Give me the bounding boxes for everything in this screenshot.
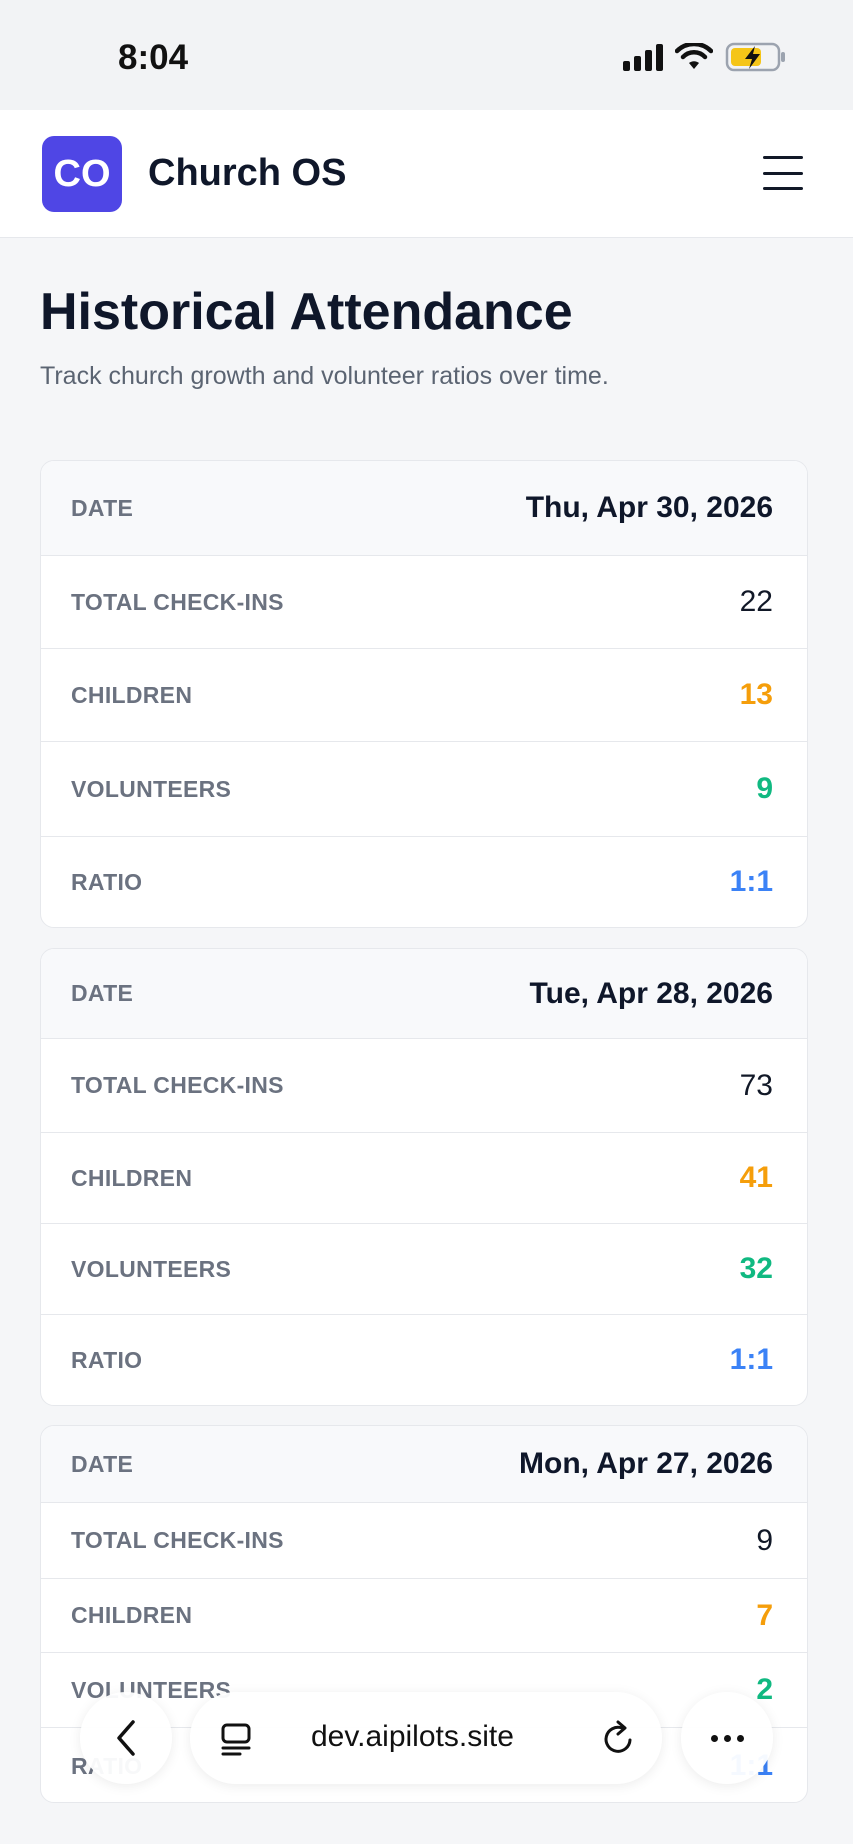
total-row: TOTAL CHECK-INS 73 (41, 1039, 807, 1133)
app-header: CO Church OS (0, 110, 853, 238)
date-label: DATE (71, 980, 134, 1006)
wifi-icon (675, 43, 713, 69)
ratio-label: RATIO (71, 868, 143, 895)
children-label: CHILDREN (71, 1602, 193, 1628)
volunteers-value: 2 (756, 1673, 773, 1706)
volunteers-row: VOLUNTEERS 9 (41, 742, 807, 837)
more-options-button[interactable] (681, 1692, 773, 1784)
total-row: TOTAL CHECK-INS 9 (41, 1503, 807, 1579)
date-row: DATE Thu, Apr 30, 2026 (41, 461, 807, 556)
volunteers-label: VOLUNTEERS (71, 1255, 232, 1282)
total-label: TOTAL CHECK-INS (71, 588, 284, 615)
back-button[interactable] (80, 1692, 172, 1784)
battery-charging-icon (725, 42, 785, 72)
total-label: TOTAL CHECK-INS (71, 1527, 284, 1553)
ratio-label: RATIO (71, 1346, 143, 1373)
children-row: CHILDREN 13 (41, 649, 807, 742)
children-row: CHILDREN 7 (41, 1579, 807, 1653)
date-label: DATE (71, 1450, 134, 1477)
status-time: 8:04 (118, 38, 189, 77)
date-value: Thu, Apr 30, 2026 (525, 491, 773, 524)
total-value: 9 (756, 1523, 773, 1557)
total-row: TOTAL CHECK-INS 22 (41, 556, 807, 649)
attendance-card: DATE Thu, Apr 30, 2026 TOTAL CHECK-INS 2… (40, 460, 808, 928)
volunteers-row: VOLUNTEERS 32 (41, 1224, 807, 1315)
volunteers-label: VOLUNTEERS (71, 1676, 232, 1703)
app-logo[interactable]: CO (42, 136, 122, 212)
children-value: 41 (739, 1161, 773, 1194)
status-bar: 8:04 (0, 0, 853, 110)
chevron-left-icon (117, 1720, 135, 1756)
ratio-value: 1:1 (729, 1343, 773, 1376)
children-value: 7 (756, 1598, 773, 1632)
total-value: 73 (739, 1068, 773, 1102)
ratio-row: RATIO 1:1 (41, 1315, 807, 1405)
address-bar[interactable]: dev.aipilots.site (190, 1692, 662, 1784)
date-label: DATE (71, 494, 134, 521)
date-value: Mon, Apr 27, 2026 (519, 1447, 773, 1480)
status-icons (623, 42, 787, 72)
cellular-signal-icon (623, 43, 663, 71)
hamburger-menu-icon[interactable] (763, 156, 803, 190)
date-value: Tue, Apr 28, 2026 (529, 976, 773, 1010)
ratio-value: 1:1 (729, 865, 773, 898)
reload-icon[interactable] (602, 1720, 636, 1756)
volunteers-value: 32 (739, 1252, 773, 1285)
ratio-row: RATIO 1:1 (41, 837, 807, 927)
volunteers-value: 9 (756, 772, 773, 805)
page-subtitle: Track church growth and volunteer ratios… (40, 362, 609, 390)
url-text[interactable]: dev.aipilots.site (311, 1720, 514, 1753)
children-row: CHILDREN 41 (41, 1133, 807, 1224)
children-label: CHILDREN (71, 681, 193, 708)
app-name: Church OS (148, 152, 347, 194)
date-row: DATE Tue, Apr 28, 2026 (41, 949, 807, 1039)
total-label: TOTAL CHECK-INS (71, 1072, 284, 1098)
tabs-icon[interactable] (220, 1722, 252, 1756)
page-title: Historical Attendance (40, 283, 573, 341)
volunteers-label: VOLUNTEERS (71, 775, 232, 802)
total-value: 22 (739, 585, 773, 618)
children-label: CHILDREN (71, 1164, 193, 1191)
date-row: DATE Mon, Apr 27, 2026 (41, 1426, 807, 1503)
browser-toolbar: dev.aipilots.site (0, 1688, 853, 1788)
attendance-card: DATE Tue, Apr 28, 2026 TOTAL CHECK-INS 7… (40, 948, 808, 1406)
children-value: 13 (739, 678, 773, 711)
